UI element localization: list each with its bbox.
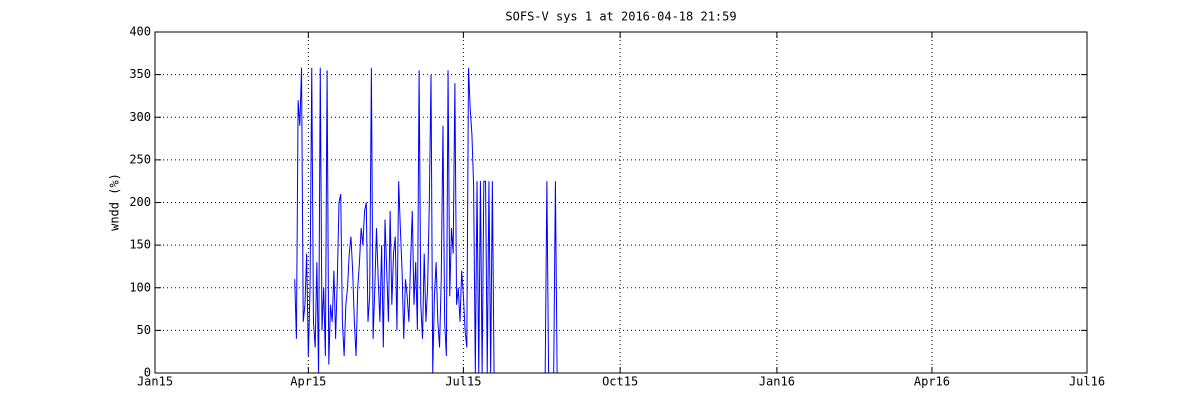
x-tick-label: Oct15 — [602, 375, 638, 389]
y-tick-label: 100 — [129, 280, 151, 294]
chart-title: SOFS-V sys 1 at 2016-04-18 21:59 — [505, 10, 736, 24]
x-tick-label: Jan16 — [759, 375, 795, 389]
x-tick-label: Jul15 — [445, 375, 481, 389]
y-tick-label: 350 — [129, 67, 151, 81]
x-tick-label: Apr16 — [914, 375, 950, 389]
y-tick-label: 400 — [129, 25, 151, 39]
y-tick-label: 50 — [137, 323, 151, 337]
data-line — [294, 67, 1087, 374]
y-axis-label: wndd (%) — [108, 173, 122, 231]
y-tick-label: 300 — [129, 110, 151, 124]
y-tick-label: 250 — [129, 152, 151, 166]
y-tick-label: 200 — [129, 195, 151, 209]
x-tick-label: Apr15 — [290, 375, 326, 389]
y-tick-label: 0 — [144, 366, 151, 380]
axes-frame — [154, 31, 1088, 374]
x-tick-label: Jul16 — [1069, 375, 1105, 389]
x-tick-label: Jan15 — [137, 375, 173, 389]
y-tick-label: 150 — [129, 238, 151, 252]
